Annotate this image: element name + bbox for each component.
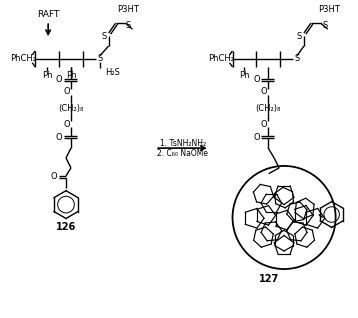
Text: O: O: [64, 120, 70, 129]
Text: RAFT: RAFT: [37, 10, 59, 19]
Text: S: S: [126, 21, 131, 30]
Text: S: S: [294, 54, 300, 63]
Text: O: O: [261, 120, 267, 129]
Text: O: O: [64, 87, 70, 96]
Text: 127: 127: [259, 274, 279, 284]
Text: O: O: [56, 75, 62, 84]
Text: (CH₂)₈: (CH₂)₈: [256, 104, 281, 113]
Text: PhCH₂: PhCH₂: [10, 54, 37, 63]
Text: H₂S: H₂S: [105, 68, 120, 77]
Text: O: O: [261, 87, 267, 96]
Text: PhCH₂: PhCH₂: [208, 54, 234, 63]
Text: O: O: [56, 133, 62, 142]
Text: O: O: [253, 75, 260, 84]
Text: 2. C₆₀ NaOMe: 2. C₆₀ NaOMe: [158, 149, 208, 157]
Text: P3HT: P3HT: [318, 5, 340, 14]
Text: O: O: [51, 172, 57, 181]
Text: Ph: Ph: [66, 71, 76, 80]
Text: Ph: Ph: [42, 71, 52, 80]
Text: (CH₂)₈: (CH₂)₈: [58, 104, 84, 113]
Text: S: S: [97, 54, 102, 63]
Text: P3HT: P3HT: [117, 5, 139, 14]
Text: S: S: [322, 21, 327, 30]
Text: Ph: Ph: [239, 71, 250, 80]
Text: 1. TsNH₂NH₂: 1. TsNH₂NH₂: [160, 139, 206, 148]
Text: S: S: [296, 31, 301, 41]
Text: O: O: [253, 133, 260, 142]
Text: S: S: [101, 31, 106, 41]
Text: 126: 126: [56, 222, 76, 232]
